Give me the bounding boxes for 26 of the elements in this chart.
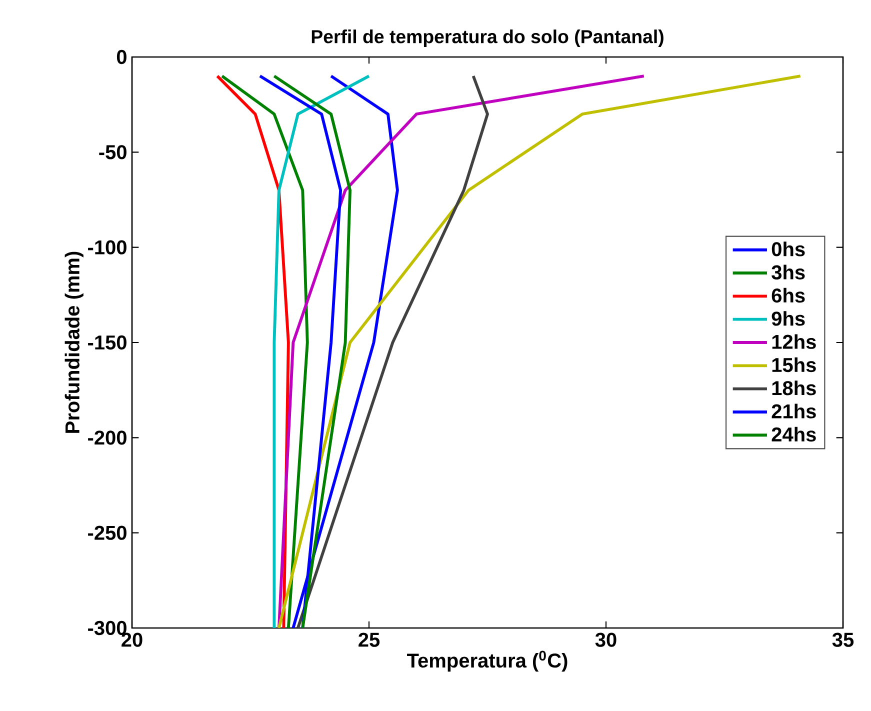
line-series <box>296 74 489 628</box>
legend-label: 6hs <box>772 288 805 303</box>
legend-label: 24hs <box>772 426 816 442</box>
legend-label: 15hs <box>772 357 816 372</box>
line-series <box>277 74 646 628</box>
legend-label: 21hs <box>772 404 816 418</box>
line-series <box>220 74 309 628</box>
line-series <box>272 74 352 628</box>
legend-label: 12hs <box>772 334 816 349</box>
legend-label: 3hs <box>772 264 805 280</box>
legend-label: 0hs <box>772 242 805 256</box>
y-tick-label: -150 <box>88 335 126 350</box>
y-tick-label: -250 <box>88 526 126 540</box>
x-tick-label: 35 <box>832 632 854 647</box>
legend-label: 9hs <box>772 311 805 326</box>
y-tick-label: -50 <box>99 145 126 160</box>
x-axis-title: Temperatura ($^{0}$C) <box>407 650 568 672</box>
line-series <box>272 74 370 628</box>
legend-label: 18hs <box>772 380 816 396</box>
y-tick-label: 0 <box>116 50 126 64</box>
x-tick-label: 25 <box>358 632 380 647</box>
y-tick-label: -100 <box>88 240 126 254</box>
x-tick-label: 30 <box>595 632 616 647</box>
chart-title: Perfil de temperatura do solo (Pantanal) <box>312 30 664 47</box>
y-axis-title: Profundidade (mm) <box>64 252 84 433</box>
y-tick-label: -200 <box>88 430 126 445</box>
